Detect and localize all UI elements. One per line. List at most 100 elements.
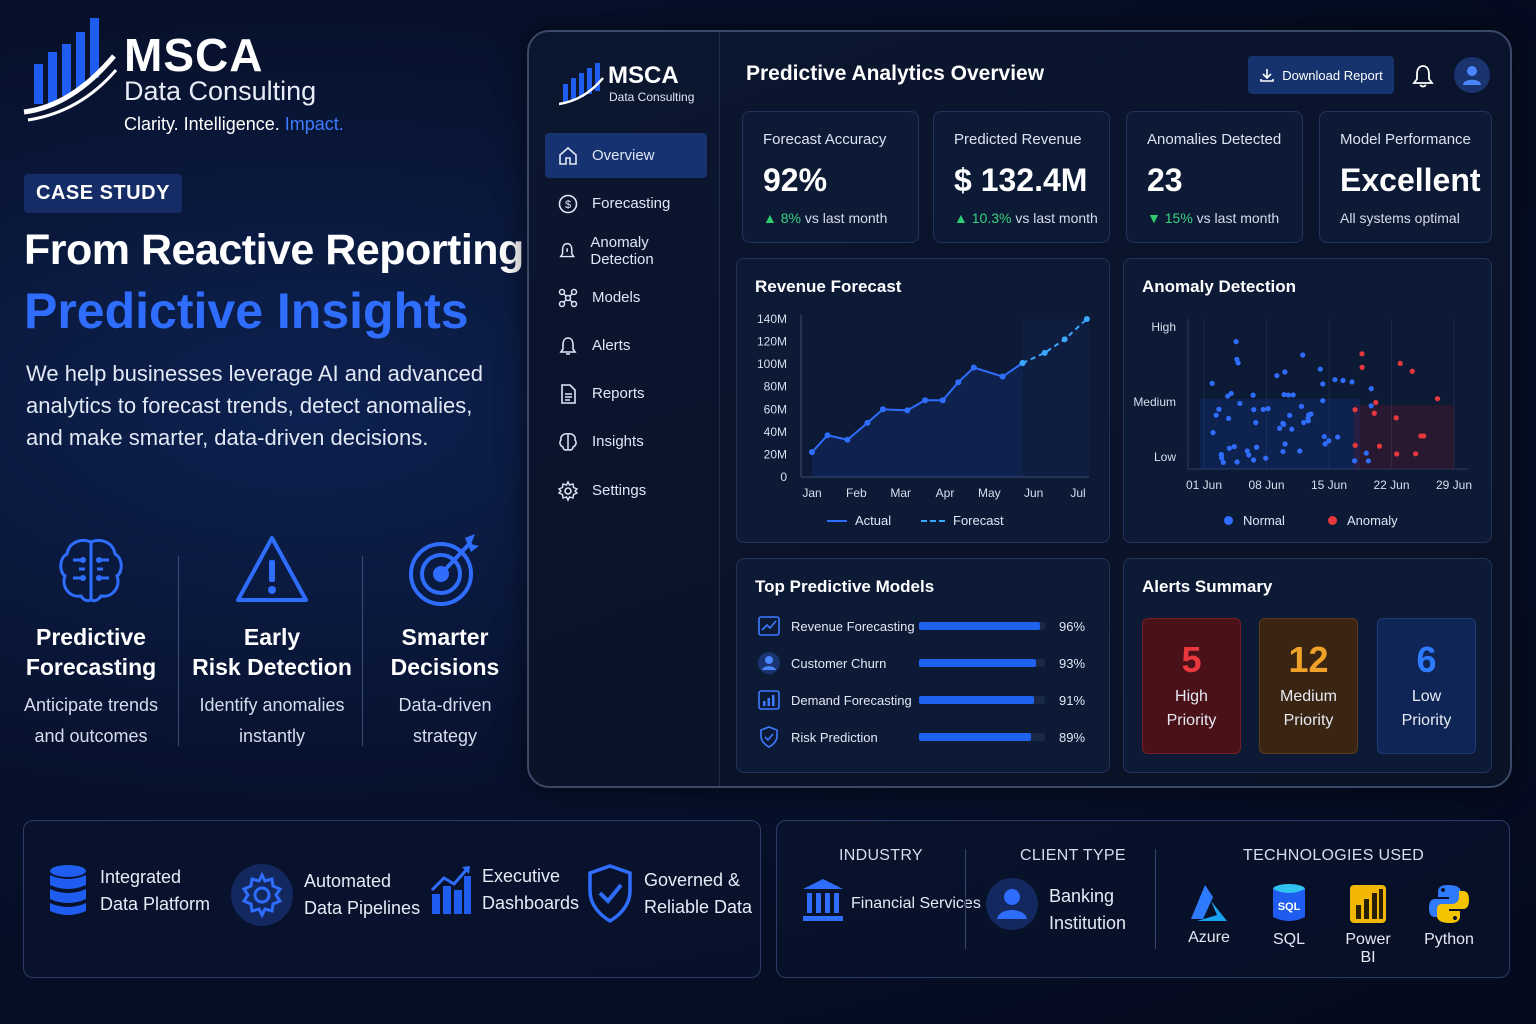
actual-point [904, 407, 911, 414]
normal-point [1363, 450, 1369, 456]
document-icon [561, 383, 576, 404]
y-tick-label: Medium [1133, 395, 1176, 409]
capability-label: Governed & [644, 870, 741, 890]
capability-label: Dashboards [482, 893, 580, 913]
legend-anomaly: Anomaly [1328, 513, 1398, 528]
nav-settings[interactable]: Settings [545, 468, 707, 513]
feature-smarter-decisions: Smarter Decisions Data-driven strategy [360, 530, 530, 752]
feature-desc: strategy [412, 726, 478, 746]
kpi-value: Excellent [1340, 162, 1481, 198]
x-tick-label: 29 Jun [1436, 478, 1472, 492]
nav-reports[interactable]: Reports [545, 371, 707, 416]
download-report-button[interactable]: Download Report [1248, 56, 1394, 94]
nav-overview[interactable]: Overview [545, 133, 707, 178]
model-bar-fill [919, 696, 1034, 704]
trend-down-icon: ▼ [1147, 210, 1161, 226]
model-row[interactable]: Risk Prediction 89% [757, 722, 1097, 752]
nav-models[interactable]: Models [545, 275, 707, 320]
kpi-change-suffix: vs last month [1192, 210, 1280, 226]
normal-point [1301, 419, 1307, 426]
target-icon [409, 534, 479, 606]
normal-point [1263, 455, 1269, 461]
normal-point [1209, 380, 1215, 386]
tech-label: Power BI [1345, 931, 1391, 966]
feature-desc: Data-driven [398, 695, 492, 715]
notifications-bell-icon[interactable] [1411, 63, 1435, 89]
model-row[interactable]: Customer Churn 93% [757, 648, 1097, 678]
nav-forecasting[interactable]: $ Forecasting [545, 181, 707, 226]
model-pct: 96% [1059, 618, 1086, 634]
client-type-label: CLIENT TYPE [1020, 847, 1126, 864]
normal-point [1277, 425, 1283, 431]
model-row[interactable]: Demand Forecasting 91% [757, 685, 1097, 715]
normal-point [1289, 426, 1295, 432]
nav-label: Settings [592, 482, 647, 499]
legend-swatch [1224, 516, 1233, 525]
kpi-value: $ 132.4M [954, 162, 1088, 198]
user-avatar[interactable] [1454, 57, 1490, 93]
normal-point [1226, 415, 1232, 421]
line-chart-icon [758, 616, 780, 636]
dashboard-brand-subtitle: Data Consulting [609, 90, 695, 104]
normal-point [1280, 448, 1286, 455]
warning-icon [236, 536, 308, 602]
capability-label: Automated [304, 871, 392, 891]
anomaly-point [1434, 396, 1441, 402]
bar-chart-icon [758, 690, 780, 710]
tech-label: SQL [1272, 931, 1305, 948]
alert-count: 6 [1416, 639, 1437, 680]
capability-label: Integrated [100, 867, 182, 887]
x-tick-label: 22 Jun [1373, 478, 1409, 492]
normal-point [1332, 377, 1338, 383]
normal-point [1251, 407, 1257, 413]
dashboard-title: Predictive Analytics Overview [746, 62, 1045, 85]
normal-point [1210, 430, 1216, 436]
kpi-label: Forecast Accuracy [763, 131, 887, 148]
feature-desc: Anticipate trends [23, 695, 159, 715]
nav-alerts[interactable]: Alerts [545, 323, 707, 368]
client-type-value: Banking Institution [1049, 883, 1126, 937]
case-study-badge: CASE STUDY [24, 174, 182, 213]
y-tick-label: 80M [764, 380, 787, 394]
normal-point [1281, 391, 1287, 398]
model-row[interactable]: Revenue Forecasting 96% [757, 611, 1097, 641]
normal-point [1282, 441, 1288, 447]
normal-point [1250, 392, 1256, 398]
anomaly-density [1354, 405, 1454, 469]
normal-point [1368, 386, 1374, 392]
anomaly-detection-panel: Anomaly Detection 01 Jun 08 Jun 15 Jun 22 J… [1123, 258, 1492, 543]
alert-high-priority[interactable]: 5 High Priority [1142, 618, 1241, 754]
legend-label: Actual [855, 513, 892, 528]
nav-label: Reports [592, 385, 645, 402]
nav-insights[interactable]: Insights [545, 419, 707, 464]
normal-point [1265, 406, 1271, 412]
normal-point [1287, 412, 1293, 419]
actual-point [999, 373, 1006, 380]
normal-point [1274, 373, 1280, 379]
hero-title: From Reactive Reporting to [24, 226, 575, 274]
y-tick-label: 120M [757, 335, 787, 349]
gear-icon [231, 864, 293, 926]
nav-label: Alerts [592, 337, 631, 354]
normal-point [1253, 420, 1259, 426]
brand-logo [23, 18, 118, 122]
alert-medium-priority[interactable]: 12 Medium Priority [1259, 618, 1358, 754]
feature-predictive-forecasting: Predictive Forecasting Anticipate trends a… [6, 530, 176, 752]
brand-tagline: Clarity. Intelligence. Impact. [124, 114, 344, 135]
forecast-point [1061, 336, 1068, 343]
divider [1155, 849, 1156, 949]
client-type-line: Banking [1049, 886, 1115, 906]
actual-point [879, 406, 886, 413]
normal-point [1352, 458, 1358, 464]
normal-point [1349, 379, 1355, 385]
model-name: Risk Prediction [791, 729, 878, 745]
forecast-point [1019, 360, 1026, 367]
kpi-change-suffix: vs last month [1011, 210, 1098, 226]
normal-point [1253, 444, 1260, 450]
legend-actual: Actual [827, 513, 891, 528]
actual-point [864, 419, 871, 426]
alert-low-priority[interactable]: 6 Low Priority [1377, 618, 1476, 754]
nav-anomaly-detection[interactable]: Anomaly Detection [545, 228, 707, 273]
normal-point [1231, 444, 1237, 450]
actual-point [922, 397, 929, 404]
